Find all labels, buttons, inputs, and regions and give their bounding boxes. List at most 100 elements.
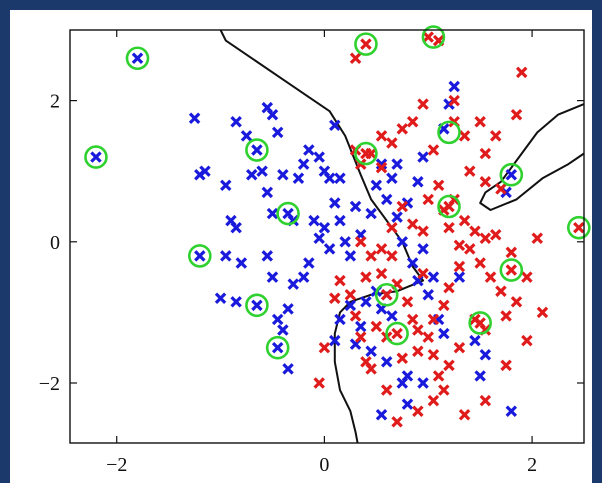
blue-point [448, 80, 460, 93]
blue-point [329, 334, 341, 347]
red-point [380, 384, 393, 396]
blue-point [230, 221, 242, 234]
red-point [313, 377, 325, 389]
blue-point [261, 186, 274, 199]
support-vector-circle [84, 145, 108, 169]
blue-point [453, 271, 466, 283]
red-point [375, 130, 388, 142]
blue-point [303, 144, 315, 156]
red-point [500, 359, 512, 372]
red-point [396, 352, 409, 365]
red-point [417, 267, 429, 280]
red-point [458, 409, 471, 421]
blue-point [271, 313, 284, 326]
blue-point [438, 327, 450, 340]
red-point [427, 349, 440, 361]
blue-point [235, 257, 248, 269]
blue-point [313, 151, 325, 163]
red-point [406, 116, 419, 128]
support-vector-circle [354, 32, 378, 56]
red-point [464, 243, 476, 255]
blue-point [214, 292, 227, 305]
blue-point [396, 377, 409, 389]
red-point [536, 306, 549, 319]
red-point [453, 260, 466, 273]
blue-point [474, 370, 486, 382]
red-point [438, 299, 450, 312]
red-point [474, 116, 486, 128]
x-tick-label: 0 [319, 454, 329, 476]
red-point [427, 394, 440, 407]
red-point [355, 331, 367, 343]
blue-point [360, 296, 372, 308]
red-point [386, 137, 398, 149]
red-point [349, 52, 362, 64]
red-point [510, 108, 523, 121]
red-point [329, 292, 341, 305]
red-point [521, 271, 533, 283]
blue-point [282, 303, 294, 315]
support-vector-circle [125, 46, 150, 71]
blue-point [323, 172, 336, 184]
support-vector-circle [421, 25, 446, 49]
red-point [391, 327, 403, 340]
blue-point [287, 278, 299, 290]
red-point [427, 313, 440, 326]
blue-point [427, 271, 440, 283]
red-point [406, 313, 419, 326]
red-point [386, 250, 398, 262]
red-point [500, 310, 512, 322]
blue-point [375, 409, 388, 421]
support-vector-circle [374, 282, 399, 307]
blue-point [220, 179, 232, 192]
blue-point [380, 356, 393, 368]
red-point [453, 239, 466, 252]
blue-point [365, 345, 377, 357]
blue-point [230, 296, 242, 308]
blue-point [406, 257, 419, 269]
red-point [474, 317, 486, 329]
support-vector-circle [245, 293, 269, 318]
red-point [417, 98, 429, 110]
blue-point [391, 211, 403, 223]
blue-point [297, 158, 310, 170]
blue-point [240, 130, 253, 142]
red-point [505, 264, 518, 276]
decision-boundary-curve [479, 103, 584, 211]
figure: −2 0 2 −2 0 2 [10, 10, 592, 483]
blue-point [277, 168, 289, 181]
red-point [375, 243, 388, 255]
blue-point [271, 341, 284, 354]
red-point [365, 250, 377, 262]
red-point [515, 66, 528, 79]
red-point [464, 165, 476, 177]
blue-point [380, 193, 393, 206]
support-vector-circle [276, 201, 300, 226]
blue-point [417, 151, 429, 163]
red-point [412, 405, 424, 417]
blue-point [505, 168, 518, 181]
red-point [412, 345, 424, 357]
red-point [443, 359, 455, 372]
support-vector-circle [437, 194, 461, 219]
red-point [438, 384, 450, 396]
red-point [458, 130, 471, 142]
red-point [334, 274, 346, 287]
blue-point [220, 250, 232, 262]
blue-point [396, 236, 409, 248]
blue-point [318, 221, 331, 234]
red-point [469, 225, 481, 237]
red-point [458, 214, 471, 227]
red-point [432, 179, 445, 192]
red-point [490, 229, 502, 241]
red-point [375, 267, 388, 280]
red-point [370, 320, 383, 333]
blue-point [251, 299, 263, 312]
red-point [510, 296, 523, 308]
blue-point [334, 172, 346, 184]
red-point [360, 271, 372, 283]
red-point [318, 341, 331, 354]
red-point [396, 200, 409, 213]
support-vector-circle [245, 138, 269, 162]
blue-point [282, 363, 294, 375]
